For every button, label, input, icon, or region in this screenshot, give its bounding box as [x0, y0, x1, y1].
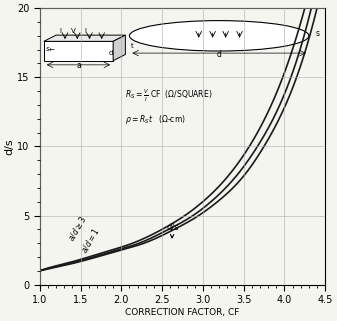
Text: d/s: d/s [166, 222, 179, 238]
Text: V: V [71, 28, 75, 34]
Y-axis label: d/s: d/s [4, 138, 14, 155]
Text: a: a [76, 61, 81, 70]
Text: $a/d \geq 3$: $a/d \geq 3$ [66, 213, 89, 243]
Circle shape [129, 21, 309, 51]
Text: s: s [45, 46, 49, 52]
Text: $\rho = R_S t$   ($\Omega$-cm): $\rho = R_S t$ ($\Omega$-cm) [125, 113, 186, 126]
X-axis label: CORRECTION FACTOR, CF: CORRECTION FACTOR, CF [125, 308, 240, 317]
Polygon shape [113, 35, 125, 61]
Text: d: d [217, 50, 221, 59]
Text: d: d [109, 50, 114, 56]
Text: t: t [131, 43, 134, 49]
Text: I: I [84, 28, 86, 34]
Text: I: I [59, 28, 61, 34]
Polygon shape [44, 35, 125, 41]
Text: s: s [315, 29, 319, 38]
Polygon shape [44, 41, 113, 61]
Text: $a/d=1$: $a/d=1$ [79, 226, 102, 255]
Text: ←: ← [49, 48, 55, 54]
Text: $R_S = \frac{V}{I}$ CF  ($\Omega$/SQUARE): $R_S = \frac{V}{I}$ CF ($\Omega$/SQUARE) [125, 88, 213, 104]
